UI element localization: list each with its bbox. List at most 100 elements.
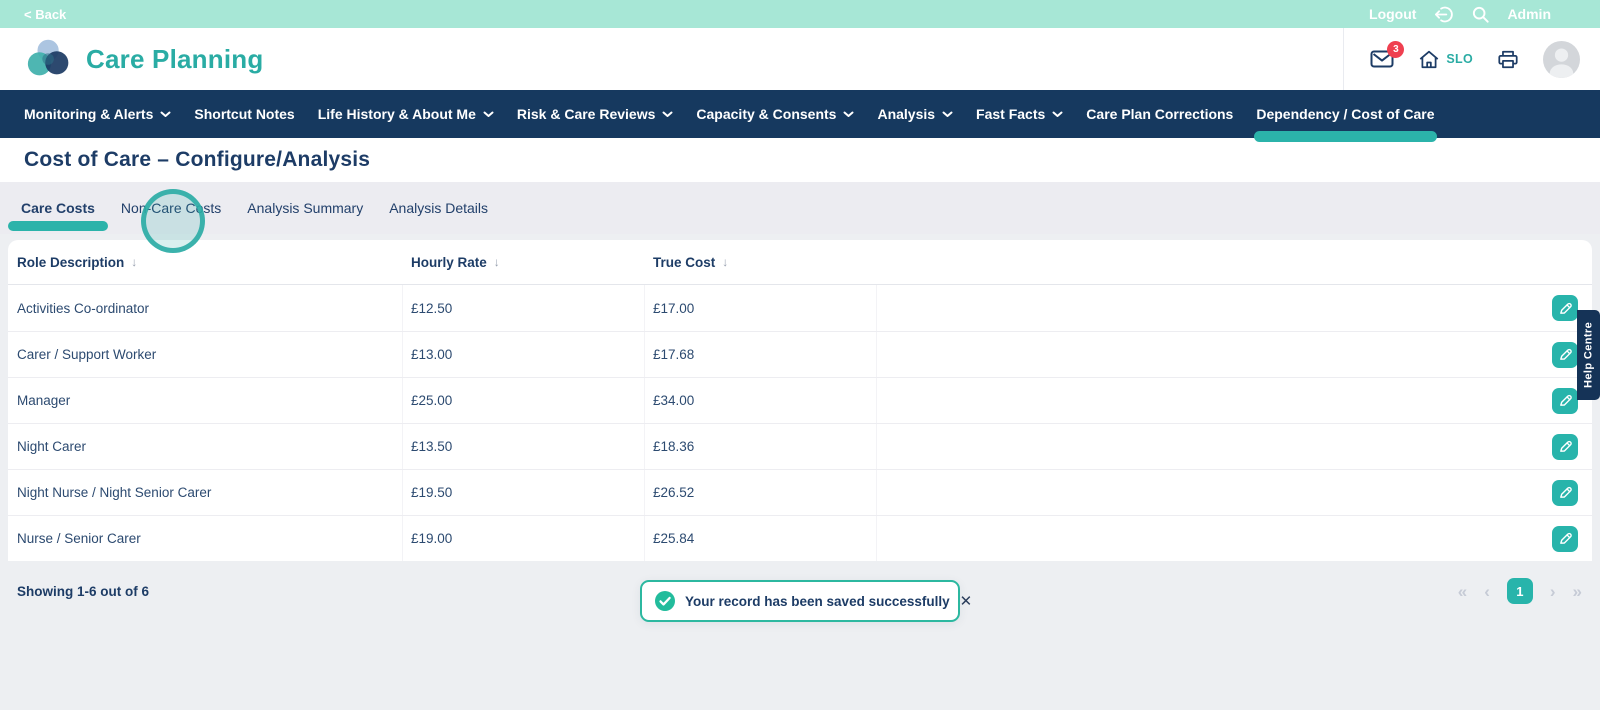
edit-row-button[interactable] xyxy=(1552,525,1578,552)
chevron-down-icon xyxy=(843,111,854,117)
true-cost-cell: £17.68 xyxy=(653,347,695,362)
nav-item-shortcut-notes[interactable]: Shortcut Notes xyxy=(194,106,294,122)
role-description-cell: Night Carer xyxy=(17,439,87,454)
nav-item-monitoring-alerts[interactable]: Monitoring & Alerts xyxy=(24,106,171,122)
previous-page-button[interactable]: ‹ xyxy=(1484,581,1490,601)
true-cost-cell: £17.00 xyxy=(653,300,695,316)
column-header-role-description[interactable]: Role Description ↓ xyxy=(8,255,403,270)
nav-label: Fast Facts xyxy=(976,106,1046,122)
table-row: Activities Co-ordinator £12.50 £17.00 xyxy=(8,285,1592,331)
nav-item-capacity-consents[interactable]: Capacity & Consents xyxy=(696,106,854,122)
home-icon xyxy=(1420,50,1439,68)
true-cost-cell: £18.36 xyxy=(653,439,695,454)
check-circle-icon xyxy=(655,591,675,611)
column-header-hourly-rate[interactable]: Hourly Rate ↓ xyxy=(403,255,645,270)
nav-item-life-history[interactable]: Life History & About Me xyxy=(318,106,494,122)
current-page-button[interactable]: 1 xyxy=(1506,578,1533,604)
logout-button[interactable]: Logout xyxy=(1369,6,1417,22)
tab-label: Care Costs xyxy=(21,200,95,216)
hourly-rate-cell: £13.00 xyxy=(411,347,453,362)
apps-grid-icon[interactable] xyxy=(1568,6,1584,22)
hourly-rate-cell: £12.50 xyxy=(411,300,453,316)
table-row: Manager £25.00 £34.00 xyxy=(8,377,1592,423)
app-header: Care Planning 3 SLO xyxy=(0,28,1600,90)
column-header-true-cost[interactable]: True Cost ↓ xyxy=(645,255,877,270)
tab-label: Non-Care Costs xyxy=(120,200,222,216)
mail-badge: 3 xyxy=(1387,41,1405,58)
edit-pencil-icon xyxy=(1559,394,1572,406)
edit-row-button[interactable] xyxy=(1552,387,1578,414)
sort-down-icon: ↓ xyxy=(131,255,138,269)
chevron-down-icon xyxy=(1052,111,1063,117)
chevron-down-icon xyxy=(662,111,673,117)
true-cost-cell: £34.00 xyxy=(653,393,695,408)
mail-icon[interactable]: 3 xyxy=(1370,41,1405,69)
tab-label: Analysis Summary xyxy=(247,200,364,216)
edit-row-button[interactable] xyxy=(1552,433,1578,460)
nav-item-analysis[interactable]: Analysis xyxy=(877,106,953,122)
role-description-cell: Activities Co-ordinator xyxy=(17,300,150,316)
role-description-cell: Night Nurse / Night Senior Carer xyxy=(17,485,212,500)
chevron-down-icon xyxy=(160,111,171,117)
table-header-row: Role Description ↓ Hourly Rate ↓ True Co… xyxy=(8,240,1592,285)
nav-item-fast-facts[interactable]: Fast Facts xyxy=(976,106,1063,122)
tab-care-costs[interactable]: Care Costs xyxy=(8,200,108,231)
nav-label: Monitoring & Alerts xyxy=(24,106,154,122)
home-button[interactable]: SLO xyxy=(1418,49,1473,70)
tab-analysis-details[interactable]: Analysis Details xyxy=(389,200,488,216)
close-icon[interactable]: ✕ xyxy=(959,593,973,610)
edit-pencil-icon xyxy=(1559,532,1572,544)
back-button[interactable]: < Back xyxy=(24,6,67,22)
tab-non-care-costs[interactable]: Non-Care Costs xyxy=(121,200,221,216)
page-title-row: Cost of Care – Configure/Analysis xyxy=(0,138,1600,182)
tab-analysis-summary[interactable]: Analysis Summary xyxy=(247,200,363,216)
nav-label: Life History & About Me xyxy=(317,106,476,122)
avatar[interactable] xyxy=(1543,40,1580,78)
search-icon[interactable] xyxy=(1471,5,1490,24)
home-tag-label: SLO xyxy=(1446,52,1473,66)
column-label: Hourly Rate xyxy=(411,254,487,270)
chevron-down-icon xyxy=(483,111,494,117)
hourly-rate-cell: £25.00 xyxy=(411,393,453,408)
nav-label: Capacity & Consents xyxy=(696,106,837,122)
hourly-rate-cell: £13.50 xyxy=(411,439,453,454)
column-label: True Cost xyxy=(653,254,716,270)
role-description-cell: Carer / Support Worker xyxy=(17,347,157,362)
chevron-down-icon xyxy=(942,111,953,117)
sort-down-icon: ↓ xyxy=(493,255,500,269)
table-footer: Showing 1-6 out of 6 « ‹ 1 › » xyxy=(0,561,1600,604)
edit-pencil-icon xyxy=(1559,486,1572,498)
help-centre-tab[interactable]: Help Centre xyxy=(1577,310,1600,400)
success-toast: Your record has been saved successfully … xyxy=(640,580,972,622)
tab-label: Analysis Details xyxy=(389,200,489,216)
logout-icon[interactable] xyxy=(1433,4,1454,25)
admin-menu[interactable]: Admin xyxy=(1507,6,1551,22)
printer-icon[interactable] xyxy=(1497,49,1519,70)
first-page-button[interactable]: « xyxy=(1457,581,1468,601)
tabstrip: Care Costs Non-Care Costs Analysis Summa… xyxy=(0,182,1600,253)
page-title: Cost of Care – Configure/Analysis xyxy=(24,148,371,171)
top-utility-bar: < Back Logout Admin xyxy=(0,0,1600,28)
nav-label: Dependency / Cost of Care xyxy=(1256,106,1435,122)
last-page-button[interactable]: » xyxy=(1572,581,1582,601)
care-costs-table: Role Description ↓ Hourly Rate ↓ True Co… xyxy=(8,240,1592,561)
results-count: Showing 1-6 out of 6 xyxy=(17,583,149,599)
edit-row-button[interactable] xyxy=(1552,479,1578,506)
nav-item-care-plan-corrections[interactable]: Care Plan Corrections xyxy=(1086,106,1233,122)
table-row: Carer / Support Worker £13.00 £17.68 xyxy=(8,331,1592,377)
nav-label: Shortcut Notes xyxy=(194,106,295,122)
app-title: Care Planning xyxy=(86,43,264,74)
edit-row-button[interactable] xyxy=(1552,295,1578,321)
active-tab-indicator xyxy=(8,221,108,231)
table-row: Night Carer £13.50 £18.36 xyxy=(8,423,1592,469)
active-nav-indicator xyxy=(1254,131,1437,142)
nav-label: Care Plan Corrections xyxy=(1086,106,1234,122)
edit-row-button[interactable] xyxy=(1552,341,1578,368)
nav-item-dependency-cost-of-care[interactable]: Dependency / Cost of Care xyxy=(1254,106,1437,142)
role-description-cell: Manager xyxy=(17,393,71,408)
nav-item-risk-care-reviews[interactable]: Risk & Care Reviews xyxy=(517,106,674,122)
edit-pencil-icon xyxy=(1559,440,1572,452)
edit-pencil-icon xyxy=(1559,302,1572,314)
next-page-button[interactable]: › xyxy=(1549,581,1556,601)
nav-label: Analysis xyxy=(877,106,936,122)
